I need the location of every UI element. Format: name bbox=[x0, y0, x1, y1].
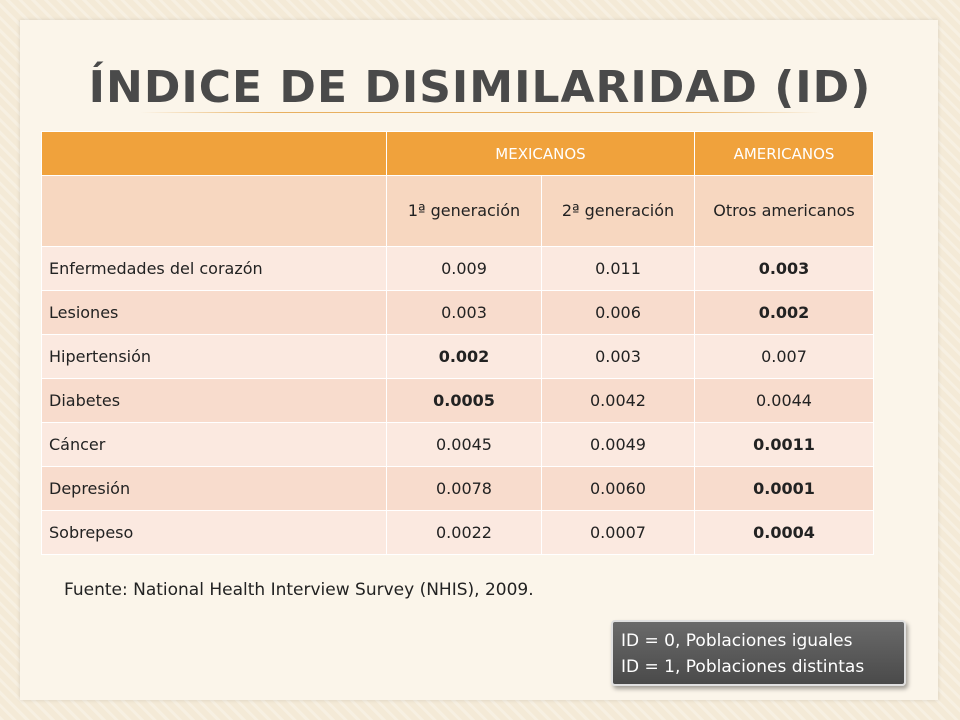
row-label: Cáncer bbox=[41, 422, 387, 467]
table-cell: 0.0007 bbox=[541, 510, 695, 555]
table-row: Lesiones 0.003 0.006 0.002 bbox=[41, 290, 874, 335]
row-label: Sobrepeso bbox=[41, 510, 387, 555]
table-cell: 0.0044 bbox=[694, 378, 874, 423]
table-row: Hipertensión 0.002 0.003 0.007 bbox=[41, 334, 874, 379]
table-sub-header-row: 1ª generación 2ª generación Otros americ… bbox=[41, 175, 874, 247]
table-cell: 0.009 bbox=[386, 246, 542, 291]
dissimilarity-table: MEXICANOS AMERICANOS 1ª generación 2ª ge… bbox=[41, 131, 874, 555]
table-cell: 0.003 bbox=[386, 290, 542, 335]
row-label: Enfermedades del corazón bbox=[41, 246, 387, 291]
table-cell: 0.0045 bbox=[386, 422, 542, 467]
table-row: Depresión 0.0078 0.0060 0.0001 bbox=[41, 466, 874, 511]
slide-title: Índice de Disimilaridad (ID) bbox=[88, 62, 872, 113]
table-cell: 0.007 bbox=[694, 334, 874, 379]
row-label: Hipertensión bbox=[41, 334, 387, 379]
table-row: Diabetes 0.0005 0.0042 0.0044 bbox=[41, 378, 874, 423]
id-legend-box: ID = 0, Poblaciones iguales ID = 1, Pobl… bbox=[611, 620, 906, 686]
table-cell: 0.0078 bbox=[386, 466, 542, 511]
row-label: Lesiones bbox=[41, 290, 387, 335]
table-row: Sobrepeso 0.0022 0.0007 0.0004 bbox=[41, 510, 874, 555]
legend-line-equal: ID = 0, Poblaciones iguales bbox=[621, 631, 853, 651]
sub-header-empty-cell bbox=[41, 175, 387, 247]
title-underline bbox=[140, 112, 820, 113]
table-row: Cáncer 0.0045 0.0049 0.0011 bbox=[41, 422, 874, 467]
table-cell: 0.0022 bbox=[386, 510, 542, 555]
table-cell-highlight: 0.002 bbox=[386, 334, 542, 379]
sub-header-other-americans: Otros americanos bbox=[694, 175, 874, 247]
table-group-header-row: MEXICANOS AMERICANOS bbox=[41, 131, 874, 176]
header-mexicanos: MEXICANOS bbox=[386, 131, 695, 176]
table-cell: 0.0060 bbox=[541, 466, 695, 511]
table-cell-highlight: 0.0011 bbox=[694, 422, 874, 467]
sub-header-first-generation: 1ª generación bbox=[386, 175, 542, 247]
header-empty-cell bbox=[41, 131, 387, 176]
source-citation: Fuente: National Health Interview Survey… bbox=[64, 580, 534, 600]
header-americanos: AMERICANOS bbox=[694, 131, 874, 176]
table-cell: 0.011 bbox=[541, 246, 695, 291]
table-cell-highlight: 0.0005 bbox=[386, 378, 542, 423]
table-cell-highlight: 0.003 bbox=[694, 246, 874, 291]
table-cell: 0.003 bbox=[541, 334, 695, 379]
table-row: Enfermedades del corazón 0.009 0.011 0.0… bbox=[41, 246, 874, 291]
table-cell: 0.0049 bbox=[541, 422, 695, 467]
table-cell: 0.0042 bbox=[541, 378, 695, 423]
row-label: Diabetes bbox=[41, 378, 387, 423]
sub-header-second-generation: 2ª generación bbox=[541, 175, 695, 247]
table-cell: 0.006 bbox=[541, 290, 695, 335]
table-cell-highlight: 0.002 bbox=[694, 290, 874, 335]
table-cell-highlight: 0.0001 bbox=[694, 466, 874, 511]
legend-line-different: ID = 1, Poblaciones distintas bbox=[621, 657, 865, 677]
table-cell-highlight: 0.0004 bbox=[694, 510, 874, 555]
row-label: Depresión bbox=[41, 466, 387, 511]
